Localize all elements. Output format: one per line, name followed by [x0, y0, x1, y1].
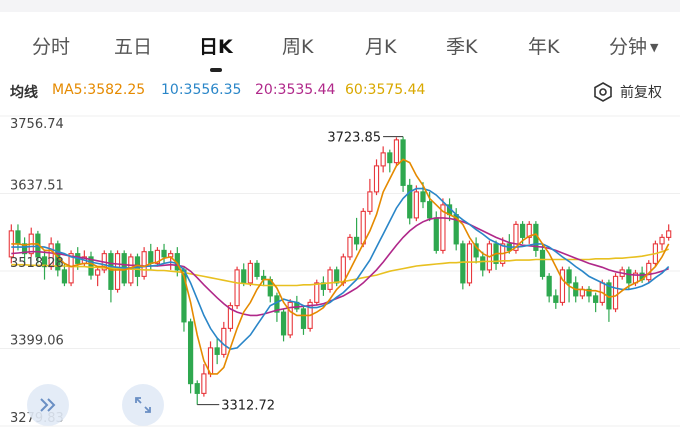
hexagon-settings-icon	[594, 82, 612, 102]
candle-down	[280, 311, 287, 336]
candle-up	[360, 210, 366, 245]
candle-down	[21, 243, 28, 255]
candle-down	[88, 256, 94, 276]
candle-down	[586, 288, 592, 297]
candle-down	[300, 308, 307, 329]
candle-up	[68, 253, 74, 284]
candle-up	[526, 223, 532, 238]
candle-down	[214, 347, 220, 355]
candle-down	[427, 201, 433, 219]
adjust-button[interactable]: 前复权	[592, 80, 662, 104]
candle-up	[612, 275, 619, 310]
candle-down	[553, 295, 559, 303]
candle-up	[380, 152, 386, 167]
tab-monthly-k[interactable]: 月K	[365, 36, 397, 58]
tab-daily-k[interactable]: 日K	[199, 36, 233, 58]
candle-up	[314, 282, 320, 303]
candle-down	[241, 269, 247, 284]
fullscreen-button[interactable]	[122, 384, 164, 426]
active-tab-indicator	[210, 68, 222, 72]
candle-up	[141, 251, 147, 277]
candle-down	[546, 275, 552, 297]
candle-down	[539, 249, 546, 277]
tab-minute-time[interactable]: 分时	[32, 36, 71, 58]
top-strip	[0, 0, 680, 12]
candle-up	[373, 165, 380, 193]
candle-up	[95, 269, 101, 276]
candle-up	[666, 230, 672, 238]
expand-diagonal-icon	[135, 397, 151, 413]
caret-down-icon: ▼	[650, 41, 659, 54]
high-price-label: 3723.85	[327, 131, 381, 146]
candle-down	[353, 236, 360, 245]
ma10-value: 10:3556.35	[161, 82, 242, 98]
candle-down	[400, 139, 406, 186]
candle-up	[327, 269, 333, 290]
candle-down	[473, 243, 479, 258]
candle-down	[108, 253, 114, 290]
candle-up	[413, 191, 419, 219]
candle-up	[513, 223, 519, 251]
candle-up	[114, 253, 121, 290]
ma5-line	[11, 158, 670, 375]
candle-down	[480, 256, 486, 271]
candle-up	[227, 305, 234, 329]
candle-down	[387, 152, 393, 164]
candle-down	[566, 269, 572, 284]
candle-up	[466, 243, 473, 284]
tab-quarterly-k[interactable]: 季K	[446, 36, 478, 58]
period-tabs: 分时 五日 日K 周K 月K 季K 年K 分钟 ▼	[0, 24, 680, 72]
tab-yearly-k[interactable]: 年K	[528, 36, 560, 58]
candle-up	[367, 191, 373, 212]
candle-up	[154, 249, 161, 264]
candle-down	[148, 251, 154, 264]
candle-down	[187, 321, 194, 385]
ma20-value: 20:3535.44	[255, 82, 336, 98]
candle-down	[407, 184, 413, 219]
adjust-label: 前复权	[620, 85, 662, 101]
candle-up	[234, 269, 240, 307]
expand-left-button[interactable]	[27, 384, 69, 426]
y-tick-label: 3637.51	[10, 179, 64, 194]
y-tick-label: 3399.06	[10, 333, 64, 348]
candle-up	[393, 139, 400, 164]
tab-minute-dropdown[interactable]: 分钟 ▼	[609, 32, 658, 59]
candle-up	[221, 327, 227, 355]
ma-legend: 均线 MA5:3582.25 10:3556.35 20:3535.44 60:…	[0, 80, 680, 104]
candle-up	[347, 236, 353, 258]
candle-up	[201, 373, 207, 394]
tab-minute-label: 分钟	[609, 36, 648, 58]
ma60-line	[11, 248, 669, 287]
candle-down	[15, 230, 21, 245]
candle-up	[287, 301, 293, 336]
y-tick-label: 3518.28	[10, 256, 64, 271]
chevron-double-right-icon	[40, 398, 56, 412]
candle-down	[433, 217, 439, 251]
tab-five-day[interactable]: 五日	[114, 36, 153, 58]
candle-down	[626, 269, 632, 284]
low-price-label: 3312.72	[221, 399, 275, 414]
candle-up	[559, 269, 566, 303]
candle-down	[161, 249, 167, 258]
ma5-value: MA5:3582.25	[52, 82, 146, 98]
candle-down	[519, 223, 526, 238]
candle-down	[420, 191, 426, 203]
ma60-value: 60:3575.44	[345, 82, 426, 98]
candle-up	[247, 262, 253, 284]
candle-up	[659, 236, 665, 245]
candle-down	[593, 295, 599, 303]
y-tick-label: 3756.74	[10, 117, 64, 132]
tab-weekly-k[interactable]: 周K	[282, 36, 314, 58]
candle-down	[61, 269, 68, 284]
candle-down	[334, 269, 340, 284]
ma20-line	[11, 217, 669, 317]
candle-down	[194, 383, 200, 394]
candle-down	[460, 243, 466, 284]
ma-legend-label: 均线	[10, 85, 38, 101]
candle-up	[440, 204, 446, 251]
candle-down	[41, 256, 48, 268]
candle-down	[254, 262, 260, 277]
ma10-line	[11, 187, 670, 351]
